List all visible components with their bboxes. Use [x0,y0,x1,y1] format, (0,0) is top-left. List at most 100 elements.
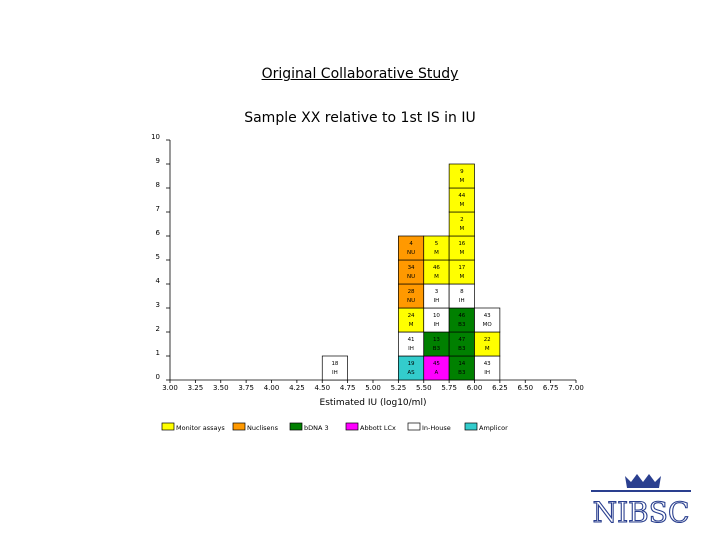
y-tick-label: 0 [156,373,160,381]
legend-item: In-House [407,422,451,432]
box-lab-label: 44 [458,193,465,199]
box-lab-label: 22 [484,337,491,343]
legend-item: Monitor assays [161,422,225,432]
stack-box: 19 AS [398,355,425,381]
box-lab-label: 4 [409,241,413,247]
box-rect [423,259,450,285]
x-tick-label: 3.25 [188,384,204,392]
stack-box: 16 M [448,235,475,261]
box-method-label: B3 [458,346,466,352]
box-method-label: A [435,370,439,376]
box-rect [448,307,475,333]
box-rect [398,355,425,381]
x-tick-label: 4.75 [340,384,356,392]
logo-text: NIBSC [593,496,690,529]
stack-box: 28 NU [398,283,425,309]
box-rect [398,331,425,357]
x-tick-label: 4.50 [314,384,330,392]
stack-box: 43 IH [474,355,501,381]
stack-box: 41 IH [398,331,425,357]
stack-box: 45 A [423,355,450,381]
chart-title: Original Collaborative Study [261,66,459,82]
legend-item: Nuclisens [232,422,279,432]
stack-box: 24 M [398,307,425,333]
box-rect [448,259,475,285]
box-method-label: MO [483,322,493,328]
box-method-label: NU [407,274,415,280]
box-lab-label: 46 [433,265,440,271]
box-lab-label: 24 [408,313,415,319]
box-rect [423,283,450,309]
y-tick-label: 2 [156,325,160,333]
legend-swatch [289,422,303,431]
box-lab-label: 16 [458,241,465,247]
box-lab-label: 41 [408,337,415,343]
box-lab-label: 8 [460,289,464,295]
box-method-label: NU [407,250,415,256]
box-lab-label: 18 [331,361,338,367]
stack-box: 46 M [423,259,450,285]
x-tick-label: 5.00 [365,384,381,392]
legend-label: Abbott LCx [360,424,396,432]
box-method-label: M [459,274,464,280]
box-method-label: M [485,346,490,352]
legend-label: Amplicor [479,424,508,432]
box-rect [448,283,475,309]
legend-swatch [345,422,359,431]
box-lab-label: 5 [435,241,439,247]
box-lab-label: 9 [460,169,464,175]
legend-label: bDNA 3 [304,424,329,432]
y-tick-label: 1 [156,349,160,357]
box-rect [398,283,425,309]
stack-box: 46 B3 [448,307,475,333]
box-method-label: IH [408,346,414,352]
stack-box: 17 M [448,259,475,285]
crown-icon [625,474,661,488]
stack-box: 10 IH [423,307,450,333]
legend-label: Nuclisens [247,424,279,432]
stack-box: 14 B3 [448,355,475,381]
box-method-label: B3 [458,322,466,328]
stack-box: 47 B3 [448,331,475,357]
box-lab-label: 34 [408,265,415,271]
box-method-label: IH [459,298,465,304]
box-rect [423,235,450,261]
box-rect [423,307,450,333]
box-lab-label: 3 [435,289,439,295]
box-lab-label: 47 [458,337,465,343]
box-method-label: B3 [458,370,466,376]
legend-item: Abbott LCx [345,422,396,432]
box-method-label: IH [434,322,440,328]
legend-label: In-House [422,424,451,432]
box-method-label: NU [407,298,415,304]
stack-box: 2M [448,211,475,237]
box-method-label: M [459,250,464,256]
x-tick-label: 3.75 [238,384,254,392]
box-lab-label: 45 [433,361,440,367]
box-method-label: M [409,322,414,328]
box-rect [448,331,475,357]
y-tick-label: 8 [156,181,160,189]
stack-box: 34 NU [398,259,425,285]
box-lab-label: 28 [408,289,415,295]
x-tick-label: 4.25 [289,384,305,392]
stack-box: 43 MO [474,307,501,333]
stack-box: 22 M [474,331,501,357]
box-rect [448,355,475,381]
x-axis-label: Estimated IU (log10/ml) [320,398,427,408]
box-lab-label: 14 [458,361,465,367]
box-method-label: B3 [433,346,441,352]
stack-box: 18 IH [321,355,348,381]
x-tick-label: 5.75 [441,384,457,392]
x-tick-label: 3.50 [213,384,229,392]
y-tick-label: 5 [156,253,160,261]
box-method-label: IH [332,370,338,376]
box-rect [448,235,475,261]
box-method-label: M [434,274,439,280]
y-tick-label: 9 [156,157,160,165]
stack-box: 8 IH [448,283,475,309]
box-lab-label: 10 [433,313,440,319]
nibsc-logo: NIBSC [591,474,691,530]
chart-subtitle: Sample XX relative to 1st IS in IU [244,110,476,126]
